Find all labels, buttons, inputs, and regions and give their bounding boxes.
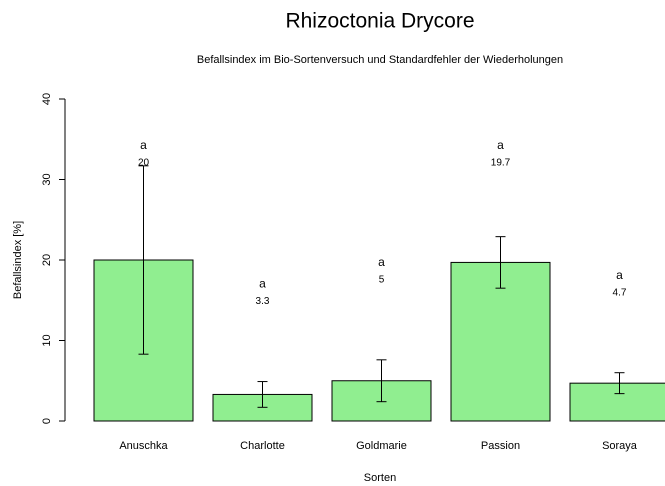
chart-subtitle: Befallsindex im Bio-Sortenversuch und St… bbox=[197, 54, 563, 66]
value-label: 5 bbox=[379, 274, 385, 285]
x-tick-label: Charlotte bbox=[240, 440, 285, 452]
significance-letter: a bbox=[497, 138, 504, 152]
x-tick-label: Soraya bbox=[602, 440, 638, 452]
chart-title: Rhizoctonia Drycore bbox=[285, 10, 474, 33]
bar bbox=[569, 382, 665, 422]
y-tick-label: 20 bbox=[41, 254, 53, 266]
value-label: 3.3 bbox=[256, 296, 270, 307]
bar bbox=[450, 261, 551, 422]
y-tick-label: 30 bbox=[41, 173, 53, 185]
value-label: 4.7 bbox=[613, 287, 627, 298]
x-tick-label: Passion bbox=[481, 440, 520, 452]
y-tick-label: 40 bbox=[41, 93, 53, 105]
significance-letter: a bbox=[616, 268, 623, 282]
value-label: 19.7 bbox=[491, 158, 511, 169]
x-tick-label: Goldmarie bbox=[356, 440, 407, 452]
y-axis-label: Befallsindex [%] bbox=[12, 221, 24, 299]
value-label: 20 bbox=[138, 158, 150, 169]
y-tick-label: 10 bbox=[41, 334, 53, 346]
significance-letter: a bbox=[140, 138, 147, 152]
significance-letter: a bbox=[378, 255, 385, 269]
x-axis-label: Sorten bbox=[364, 472, 396, 484]
x-tick-label: Anuschka bbox=[119, 440, 168, 452]
significance-letter: a bbox=[259, 277, 266, 291]
y-tick-label: 0 bbox=[41, 418, 53, 424]
